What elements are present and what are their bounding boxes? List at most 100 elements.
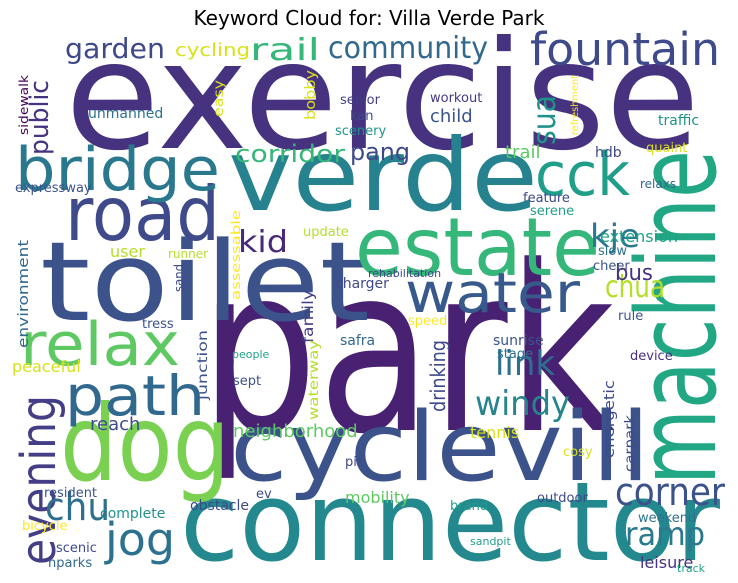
word: kid <box>238 225 288 260</box>
word: kan <box>350 109 374 124</box>
word: energetic <box>602 380 618 458</box>
word: pit <box>345 455 362 470</box>
word: rail <box>250 33 320 68</box>
title: Keyword Cloud for: Villa Verde Park <box>194 6 545 30</box>
word: waterway <box>307 340 322 420</box>
word: park <box>200 218 615 485</box>
word: chu <box>45 485 110 529</box>
word: trail <box>505 142 541 163</box>
word: sept <box>233 374 261 389</box>
word: expressway <box>15 181 92 196</box>
word: user <box>110 242 145 261</box>
word: junction <box>196 330 211 401</box>
word: pang <box>350 138 410 166</box>
word: runner <box>168 247 208 261</box>
word: carpark <box>623 414 638 472</box>
word: bridge <box>15 135 220 205</box>
word: sua <box>525 95 563 145</box>
word: water <box>405 261 580 325</box>
word: serene <box>530 204 574 219</box>
word: complete <box>100 506 165 522</box>
word: toilet <box>40 218 370 346</box>
word: brand <box>450 499 488 514</box>
word: ramp <box>625 515 705 553</box>
word: cyclevill <box>230 393 650 503</box>
word: stage <box>497 347 533 362</box>
word: unmanned <box>88 106 163 122</box>
word: drinking <box>426 340 450 412</box>
word: exercise <box>65 10 700 184</box>
word: garden <box>65 32 165 65</box>
word: fountain <box>530 23 720 76</box>
word: community <box>328 31 488 66</box>
word: chua <box>605 270 665 305</box>
word: connector <box>180 458 721 583</box>
word: people <box>232 348 270 361</box>
word: sandpit <box>470 535 511 548</box>
word: feature <box>523 191 570 206</box>
word: senior <box>340 93 381 108</box>
word: hdb <box>595 145 622 161</box>
word: cck <box>535 140 630 210</box>
word: peaceful <box>12 357 81 376</box>
word: safra <box>340 333 375 349</box>
word: quaint <box>646 141 687 156</box>
word: cosy <box>563 445 593 460</box>
word: cheer <box>593 259 630 274</box>
word: estate <box>355 201 600 294</box>
word: leisure <box>640 553 693 572</box>
word: relax <box>20 310 180 380</box>
word: sidewalk <box>17 75 31 135</box>
word: link <box>495 344 555 384</box>
word: kje <box>590 217 640 255</box>
word: obstacle <box>190 498 249 514</box>
word: device <box>630 349 673 364</box>
word: update <box>303 225 349 240</box>
word: bobby <box>303 70 319 120</box>
word: rehabilitation <box>368 267 441 280</box>
word: scenic <box>56 541 97 556</box>
word: corner <box>615 470 725 514</box>
word: track <box>677 562 706 575</box>
word: neighborhood <box>233 421 358 442</box>
word: mobility <box>345 488 410 507</box>
word: relaxs <box>640 177 676 191</box>
word: outdoor <box>537 491 588 506</box>
word: public <box>25 80 55 155</box>
word: extension <box>600 227 678 246</box>
word: scenery <box>335 124 387 139</box>
word: easy <box>212 80 227 117</box>
word: windy <box>475 384 570 424</box>
word: slow <box>598 244 627 259</box>
word: charger <box>335 276 389 292</box>
word: ev <box>256 487 272 502</box>
word: family <box>299 290 317 343</box>
word: speed <box>408 314 447 329</box>
word: road <box>65 170 220 258</box>
word: weekend <box>638 511 696 526</box>
word: dog <box>60 383 230 505</box>
word: corridor <box>235 140 345 168</box>
word: rule <box>618 309 643 324</box>
word: environment <box>16 239 32 348</box>
word: reach <box>90 414 140 435</box>
word: child <box>430 106 473 127</box>
word: workout <box>430 91 482 106</box>
word: evening <box>11 395 67 565</box>
word: refreshment <box>570 75 581 135</box>
word: sand <box>172 264 186 292</box>
word: tennis <box>470 423 519 442</box>
word: sunrise <box>493 333 544 349</box>
word: jog <box>104 513 175 566</box>
word: nparks <box>48 556 92 571</box>
word: machine <box>613 150 738 485</box>
word: bus <box>615 261 653 286</box>
word: traffic <box>658 113 699 129</box>
word: tress <box>142 317 174 332</box>
word: bicycle <box>22 519 67 534</box>
word: cycling <box>175 40 250 61</box>
word: resident <box>44 486 97 501</box>
word: verde <box>228 117 538 234</box>
